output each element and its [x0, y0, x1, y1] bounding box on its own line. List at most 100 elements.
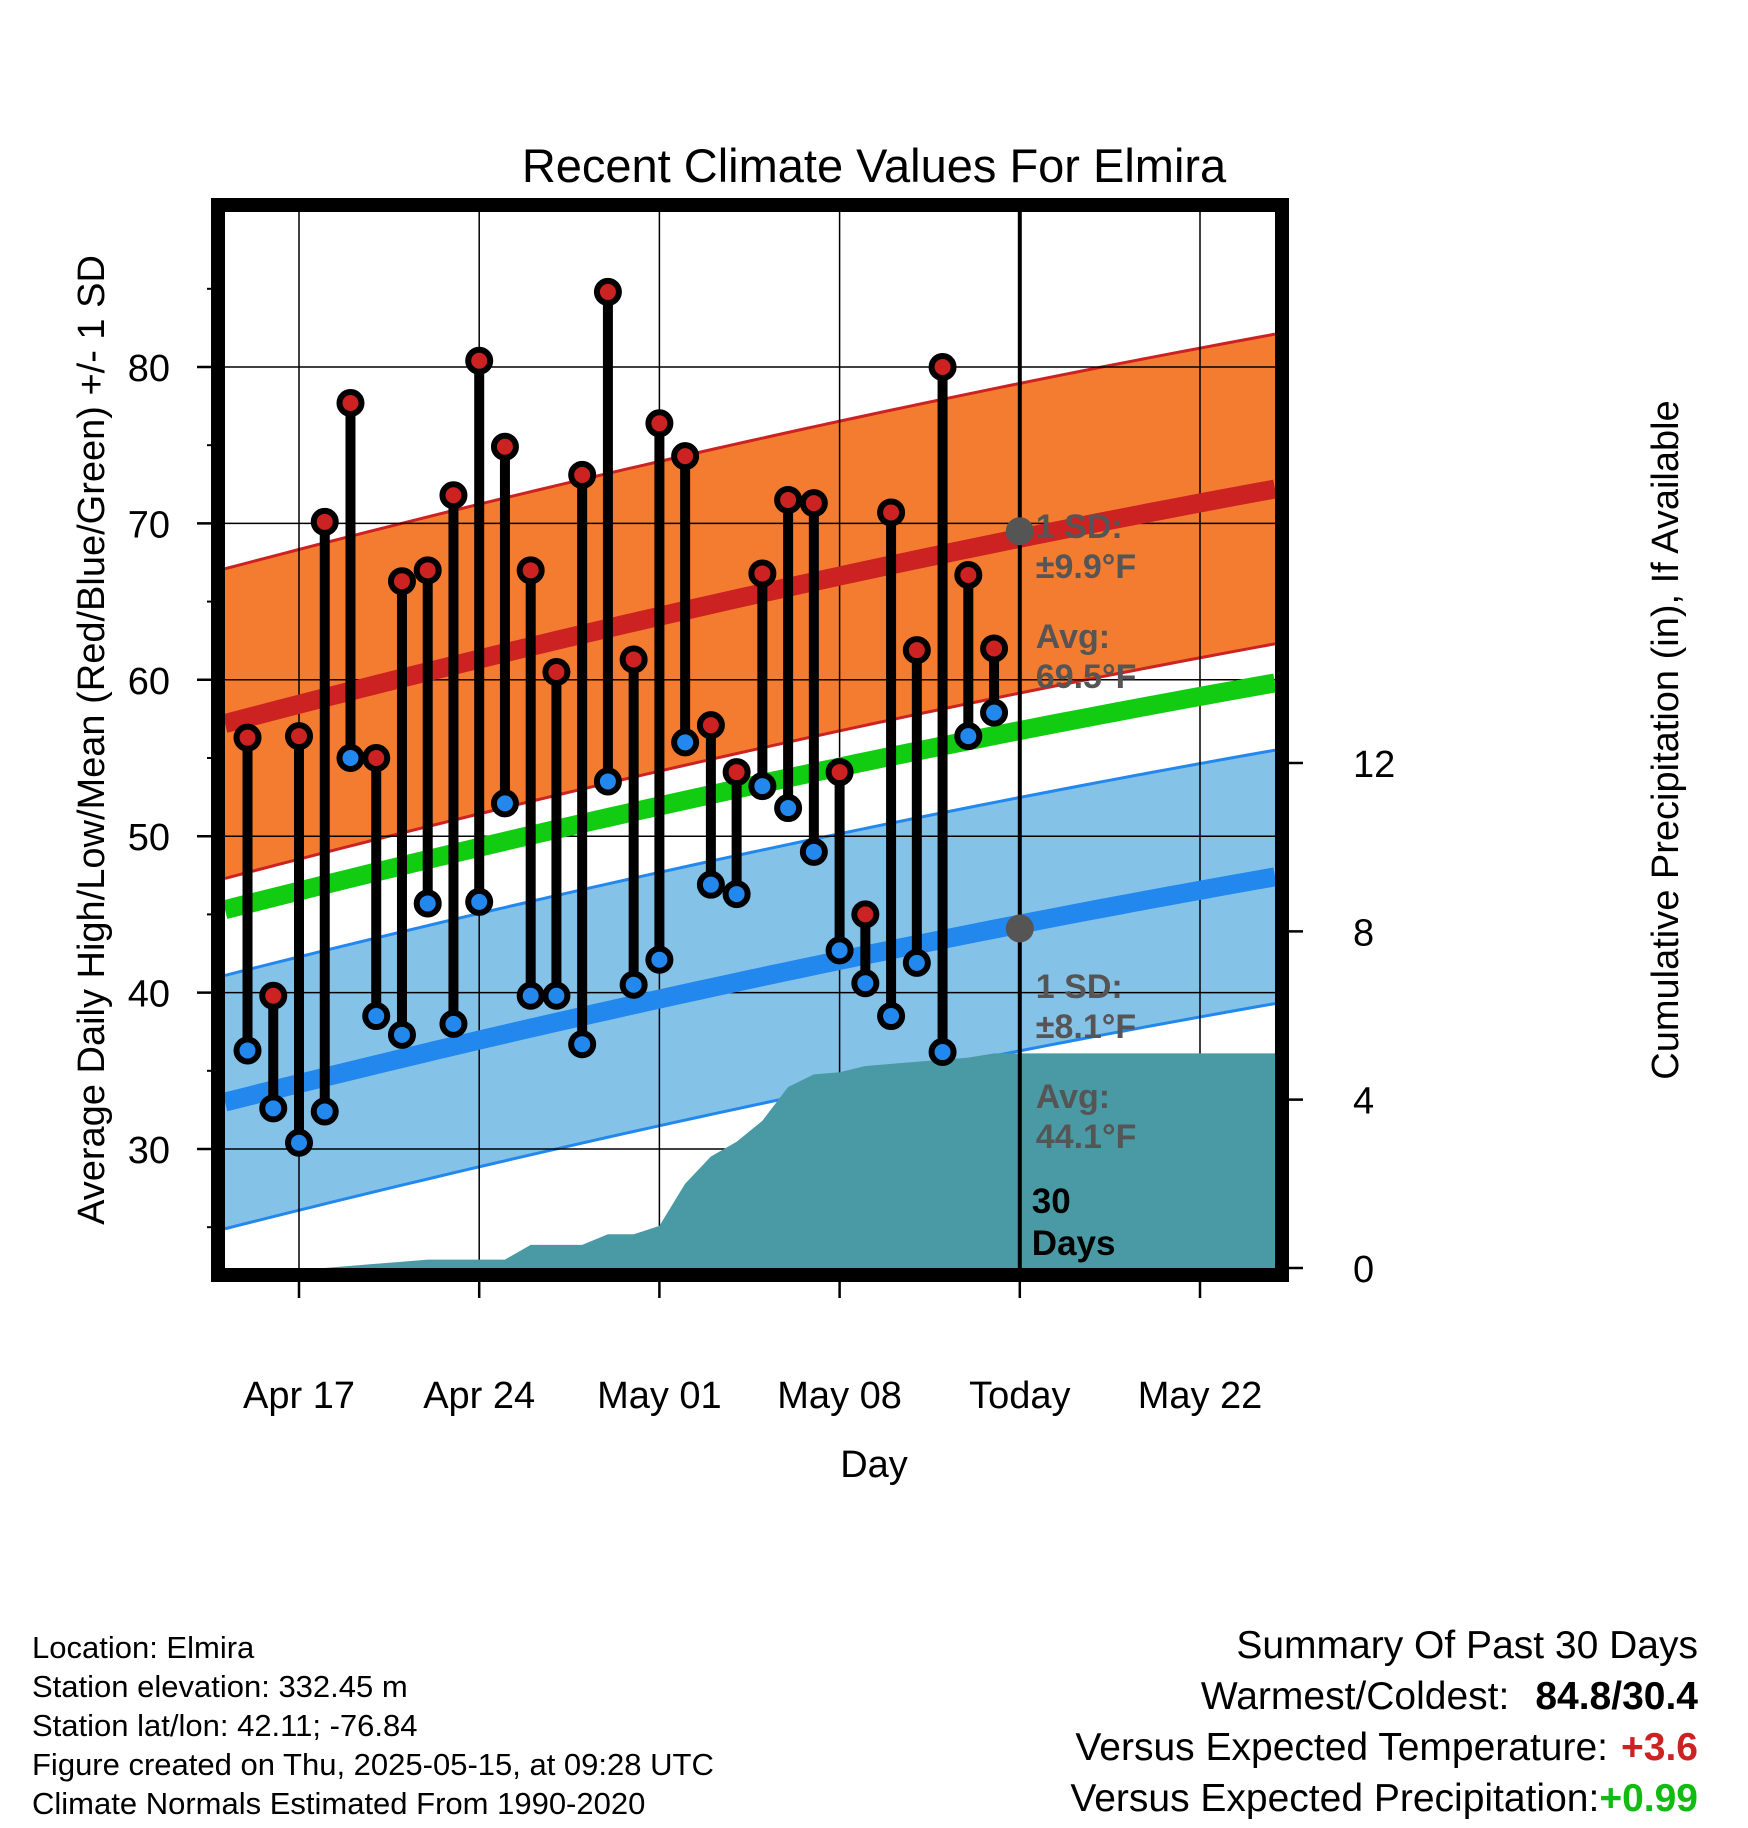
daily-bar — [439, 481, 468, 1038]
chart-title: Recent Climate Values For Elmira — [522, 139, 1227, 192]
y2-tick-label: 0 — [1353, 1249, 1374, 1291]
daily-low-point — [362, 1002, 391, 1031]
daily-high-point — [748, 559, 777, 588]
daily-bar — [748, 559, 777, 801]
daily-high-point — [851, 900, 880, 929]
today-low-avg-point — [1005, 914, 1034, 943]
warmest-coldest-value: 84.8/30.4 — [1535, 1675, 1698, 1718]
normal-low-line — [222, 867, 1277, 1112]
daily-low-point — [387, 1020, 416, 1049]
daily-low-point — [465, 887, 494, 916]
daily-bar — [259, 981, 288, 1123]
y2-axis-label: Cumulative Precipitation (in), If Availa… — [1645, 400, 1687, 1079]
daily-low-point — [413, 889, 442, 918]
daily-bar — [645, 409, 674, 974]
daily-low-point — [851, 969, 880, 998]
daily-high-point — [877, 498, 906, 527]
y2-tick-label: 12 — [1353, 744, 1395, 786]
precip-label: Versus Expected Precipitation: — [1070, 1777, 1600, 1820]
daily-low-point — [619, 970, 648, 999]
daily-high-point — [490, 432, 519, 461]
daily-high-point — [310, 507, 339, 536]
temp-row: Versus Expected Temperature: +3.6 — [1070, 1722, 1698, 1773]
daily-high-point — [980, 634, 1009, 663]
daily-low-point — [980, 698, 1009, 727]
daily-low-point — [233, 1036, 262, 1065]
y-axis-label: Average Daily High/Low/Mean (Red/Blue/Gr… — [71, 255, 113, 1225]
today-days-label: Days — [1032, 1224, 1116, 1263]
daily-high-point — [645, 409, 674, 438]
x-tick-label: May 08 — [777, 1375, 902, 1417]
high-avg-value: 69.5°F — [1036, 658, 1137, 696]
daily-low-point — [542, 981, 571, 1010]
daily-bar — [233, 723, 262, 1065]
daily-high-point — [336, 388, 365, 417]
daily-bar — [928, 353, 957, 1067]
daily-bar — [336, 388, 365, 772]
daily-high-point — [722, 758, 751, 787]
climate-chart: Recent Climate Values For Elmira 30Days … — [71, 139, 1687, 1486]
x-tick-label: May 22 — [1138, 1375, 1263, 1417]
low-avg-label: Avg: — [1036, 1078, 1110, 1116]
temp-label: Versus Expected Temperature: — [1075, 1726, 1608, 1769]
daily-bar — [980, 634, 1009, 727]
daily-high-point — [516, 556, 545, 585]
x-tick-label: Apr 24 — [423, 1375, 535, 1417]
daily-low-point — [568, 1030, 597, 1059]
daily-high-point — [954, 561, 983, 590]
daily-low-point — [877, 1002, 906, 1031]
daily-low-point — [774, 794, 803, 823]
created-text: Figure created on Thu, 2025-05-15, at 09… — [32, 1747, 714, 1782]
daily-bar — [362, 744, 391, 1031]
daily-high-point — [825, 758, 854, 787]
daily-bar — [799, 489, 828, 866]
daily-bar — [619, 645, 648, 999]
daily-bar — [310, 507, 339, 1126]
y-tick-label: 50 — [128, 817, 170, 859]
daily-low-point — [439, 1009, 468, 1038]
daily-bar — [542, 657, 571, 1010]
summary-panel: Summary Of Past 30 Days Warmest/Coldest:… — [1070, 1620, 1698, 1824]
y2-tick-label: 8 — [1353, 912, 1374, 954]
normal-bands — [224, 332, 1276, 1231]
today-count-label: 30 — [1032, 1182, 1071, 1221]
high-sd-band — [225, 334, 1275, 879]
low-avg-value: 44.1°F — [1036, 1118, 1137, 1156]
daily-high-point — [233, 723, 262, 752]
normals-text: Climate Normals Estimated From 1990-2020 — [32, 1786, 646, 1821]
x-tick-label: Apr 17 — [243, 1375, 355, 1417]
daily-high-point — [285, 722, 313, 751]
daily-low-point — [902, 948, 931, 977]
low-sd-label: 1 SD: — [1036, 968, 1123, 1006]
x-tick-label: May 01 — [597, 1375, 722, 1417]
daily-high-point — [465, 346, 494, 375]
daily-high-point — [362, 744, 391, 772]
y-tick-label: 60 — [128, 661, 170, 703]
y-tick-label: 30 — [128, 1130, 170, 1172]
daily-high-point — [671, 442, 700, 471]
daily-low-point — [722, 880, 751, 909]
daily-low-point — [285, 1128, 313, 1157]
daily-bar — [593, 277, 622, 796]
high-sd-value: ±9.9°F — [1036, 548, 1136, 586]
daily-low-point — [671, 728, 700, 757]
daily-high-point — [774, 485, 803, 514]
latlon-text: Station lat/lon: 42.11; -76.84 — [32, 1708, 418, 1743]
location-text: Location: Elmira — [32, 1630, 255, 1665]
cumulative-precip-area — [273, 1053, 1275, 1268]
daily-bar — [825, 758, 854, 965]
daily-low-point — [593, 767, 622, 796]
precip-area — [273, 1053, 1275, 1268]
y-tick-label: 70 — [128, 504, 170, 546]
daily-bars — [233, 277, 1009, 1157]
daily-bar — [696, 711, 725, 899]
daily-bar — [568, 460, 597, 1059]
daily-bar — [877, 498, 906, 1031]
precip-value: +0.99 — [1599, 1777, 1698, 1820]
daily-bar — [387, 567, 416, 1049]
low-sd-value: ±8.1°F — [1036, 1008, 1136, 1046]
summary-title: Summary Of Past 30 Days — [1236, 1624, 1698, 1667]
daily-high-point — [799, 489, 828, 518]
